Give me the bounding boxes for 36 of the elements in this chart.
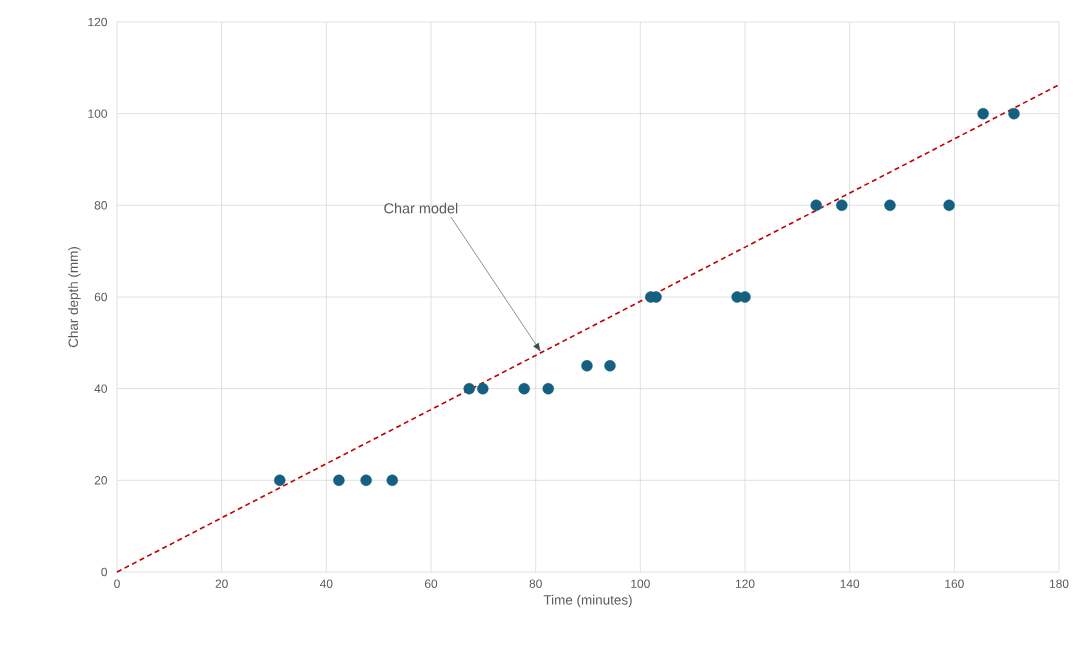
point: [386, 474, 398, 487]
point: [581, 360, 593, 372]
point: [884, 199, 896, 212]
x-axis-title: Time (minutes): [543, 594, 632, 608]
x-tick-label: 80: [529, 579, 542, 588]
point: [333, 474, 345, 487]
y-tick-label: 100: [88, 109, 108, 118]
point: [836, 199, 848, 212]
x-tick-label: 60: [424, 579, 438, 588]
y-tick-label: 20: [94, 476, 108, 485]
x-tick-label: 40: [319, 579, 333, 588]
x-tick-label: 160: [945, 579, 964, 588]
y-tick-label: 60: [94, 292, 108, 302]
y-axis-title: Char depth (mm): [68, 247, 81, 348]
annotation: Char model: [384, 202, 458, 214]
point: [477, 382, 489, 395]
point: [542, 382, 554, 395]
y-tick-label: 80: [94, 201, 108, 210]
point: [810, 199, 822, 212]
x-tick-label: 140: [840, 579, 860, 588]
x-tick-label: 120: [735, 579, 755, 588]
point: [463, 382, 475, 395]
y-tick-label: 120: [88, 17, 108, 27]
y-tick-label: 0: [101, 567, 108, 577]
point: [943, 199, 955, 212]
x-tick-label: 100: [631, 579, 650, 588]
x-tick-label: 20: [215, 579, 228, 588]
x-tick-label: 180: [1049, 579, 1069, 588]
point: [604, 360, 616, 372]
point: [360, 474, 372, 487]
x-tick-label: 0: [114, 579, 120, 588]
point: [518, 382, 530, 395]
point: [1008, 107, 1020, 120]
y-tick-label: 40: [94, 384, 108, 393]
point: [274, 474, 286, 487]
point: [977, 107, 989, 120]
